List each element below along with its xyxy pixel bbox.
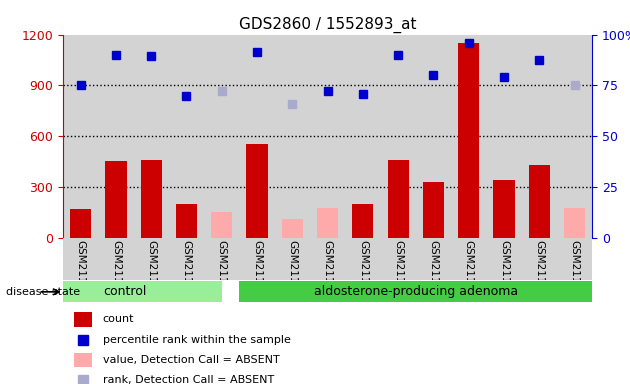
- Text: disease state: disease state: [6, 287, 81, 297]
- Bar: [493, 180, 515, 238]
- Text: percentile rank within the sample: percentile rank within the sample: [103, 334, 290, 345]
- Text: aldosterone-producing adenoma: aldosterone-producing adenoma: [314, 285, 518, 298]
- Text: GSM211455: GSM211455: [393, 240, 403, 304]
- Text: GSM211457: GSM211457: [464, 240, 474, 304]
- Bar: [282, 219, 303, 238]
- Bar: [70, 209, 91, 238]
- Bar: [458, 43, 479, 238]
- Text: GSM211452: GSM211452: [287, 240, 297, 304]
- Text: GSM211450: GSM211450: [217, 240, 227, 303]
- Title: GDS2860 / 1552893_at: GDS2860 / 1552893_at: [239, 17, 416, 33]
- Text: GSM211459: GSM211459: [534, 240, 544, 304]
- Bar: [105, 161, 127, 238]
- Bar: [529, 165, 550, 238]
- Text: rank, Detection Call = ABSENT: rank, Detection Call = ABSENT: [103, 375, 274, 384]
- Text: GSM211446: GSM211446: [76, 240, 86, 304]
- Text: GSM211447: GSM211447: [111, 240, 121, 304]
- Bar: [211, 212, 232, 238]
- Bar: [63, 281, 222, 302]
- Text: GSM211449: GSM211449: [181, 240, 192, 304]
- Text: GSM211460: GSM211460: [570, 240, 580, 303]
- Text: GSM211456: GSM211456: [428, 240, 438, 304]
- Bar: [176, 204, 197, 238]
- Bar: [246, 144, 268, 238]
- Text: GSM211451: GSM211451: [252, 240, 262, 304]
- Text: control: control: [103, 285, 146, 298]
- Bar: [352, 204, 374, 238]
- Text: value, Detection Call = ABSENT: value, Detection Call = ABSENT: [103, 355, 280, 365]
- Bar: [74, 312, 92, 327]
- Bar: [564, 209, 585, 238]
- Text: count: count: [103, 314, 134, 324]
- Bar: [423, 182, 444, 238]
- Bar: [140, 160, 162, 238]
- Text: GSM211453: GSM211453: [323, 240, 333, 304]
- Text: GSM211448: GSM211448: [146, 240, 156, 304]
- Bar: [387, 160, 409, 238]
- Text: GSM211458: GSM211458: [499, 240, 509, 304]
- Bar: [239, 281, 592, 302]
- Text: GSM211454: GSM211454: [358, 240, 368, 304]
- Bar: [317, 207, 338, 238]
- Bar: [74, 353, 92, 367]
